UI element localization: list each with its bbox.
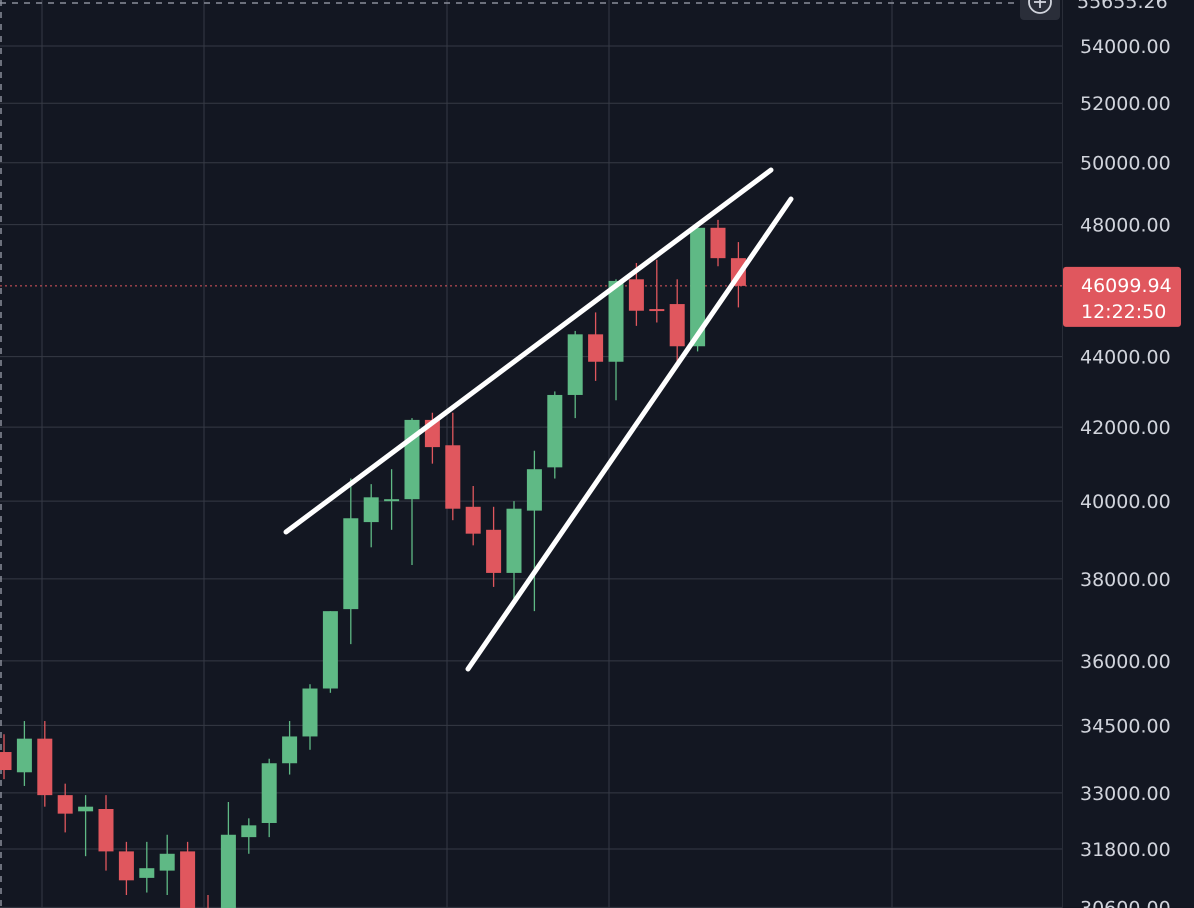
candle bbox=[486, 506, 502, 587]
candle-body bbox=[37, 738, 53, 796]
candle bbox=[78, 795, 94, 857]
candle bbox=[384, 469, 400, 530]
price-axis-label: 50000.00 bbox=[1080, 153, 1171, 175]
candle bbox=[710, 219, 726, 267]
candle bbox=[526, 450, 542, 612]
candle-body bbox=[159, 853, 175, 871]
candle bbox=[506, 501, 522, 599]
price-axis-label-top: 55655.26 bbox=[1077, 0, 1168, 13]
candle-body bbox=[547, 394, 563, 468]
candle-body bbox=[710, 227, 726, 259]
plus-circle-ring bbox=[1028, 0, 1052, 14]
current-price-tag-bg bbox=[1063, 266, 1181, 327]
candle bbox=[445, 412, 461, 521]
candle bbox=[180, 841, 196, 908]
candle bbox=[57, 783, 73, 833]
grid bbox=[0, 0, 1062, 908]
candle bbox=[302, 684, 318, 750]
candle-countdown: 12:22:50 bbox=[1081, 301, 1166, 323]
price-axis-label: 34500.00 bbox=[1080, 715, 1171, 737]
price-axis-label: 40000.00 bbox=[1080, 491, 1171, 513]
candle bbox=[669, 279, 685, 364]
candle-body bbox=[445, 445, 461, 509]
candle-body bbox=[118, 851, 134, 881]
candle-body bbox=[261, 763, 277, 823]
candle-body bbox=[78, 806, 94, 812]
candle-body bbox=[690, 227, 706, 347]
candle-body bbox=[241, 825, 257, 838]
price-axis-label: 38000.00 bbox=[1080, 569, 1171, 591]
candle-body bbox=[628, 279, 644, 311]
candles bbox=[0, 219, 746, 908]
candle-body bbox=[98, 808, 114, 852]
candle bbox=[16, 721, 32, 786]
candle bbox=[649, 259, 665, 323]
price-axis-label: 33000.00 bbox=[1080, 783, 1171, 805]
candle bbox=[567, 330, 583, 419]
price-axis-label: 36000.00 bbox=[1080, 651, 1171, 673]
current-price-value: 46099.94 bbox=[1081, 275, 1172, 297]
candle bbox=[220, 802, 236, 908]
candle-body bbox=[302, 688, 318, 737]
candle bbox=[343, 478, 359, 645]
candle bbox=[139, 841, 155, 893]
candle-body bbox=[322, 611, 338, 689]
candle-body bbox=[486, 529, 502, 573]
candle bbox=[465, 486, 481, 546]
candle bbox=[207, 894, 209, 908]
candle bbox=[98, 795, 114, 871]
price-axis[interactable]: 55655.26 54000.00 52000.00 50000.00 48000.00… bbox=[1020, 0, 1181, 908]
current-price-tag: 46099.94 12:22:50 bbox=[1063, 266, 1181, 327]
candle-body bbox=[139, 868, 155, 878]
candle-body bbox=[588, 334, 604, 362]
candle bbox=[159, 834, 175, 895]
candle-body bbox=[57, 795, 73, 814]
candle bbox=[37, 721, 53, 807]
trendline-upper[interactable] bbox=[283, 167, 774, 535]
candle bbox=[363, 484, 379, 548]
candle-body bbox=[649, 309, 665, 312]
candle bbox=[547, 391, 563, 479]
candle-body bbox=[0, 752, 12, 771]
candle bbox=[241, 818, 257, 854]
candle-body bbox=[220, 834, 236, 908]
price-axis-label: 48000.00 bbox=[1080, 215, 1171, 237]
candle-body bbox=[526, 469, 542, 511]
candle bbox=[282, 721, 298, 775]
candle-body bbox=[506, 508, 522, 573]
price-axis-label: 44000.00 bbox=[1080, 347, 1171, 369]
price-axis-label: 31800.00 bbox=[1080, 839, 1171, 861]
candle-body bbox=[363, 497, 379, 523]
trendline-lower[interactable] bbox=[465, 196, 794, 672]
candle-body bbox=[180, 851, 196, 908]
candle-body bbox=[16, 738, 32, 773]
candle bbox=[608, 279, 624, 401]
candle bbox=[588, 312, 604, 381]
candle bbox=[0, 734, 12, 780]
candle-body bbox=[465, 506, 481, 534]
trendlines bbox=[283, 167, 794, 672]
price-axis-label: 52000.00 bbox=[1080, 93, 1171, 115]
candle bbox=[118, 841, 134, 895]
candle-body bbox=[567, 334, 583, 395]
price-axis-label: 30600.00 bbox=[1080, 897, 1171, 908]
candle bbox=[261, 758, 277, 838]
candle bbox=[322, 611, 338, 693]
plus-circle-icon[interactable] bbox=[1020, 0, 1060, 20]
candle-body bbox=[384, 499, 400, 502]
price-axis-label: 54000.00 bbox=[1080, 36, 1171, 58]
candle-body bbox=[669, 304, 685, 347]
candle-body bbox=[608, 280, 624, 362]
candle-body bbox=[343, 518, 359, 610]
candle-body bbox=[282, 736, 298, 764]
price-axis-label: 42000.00 bbox=[1080, 417, 1171, 439]
